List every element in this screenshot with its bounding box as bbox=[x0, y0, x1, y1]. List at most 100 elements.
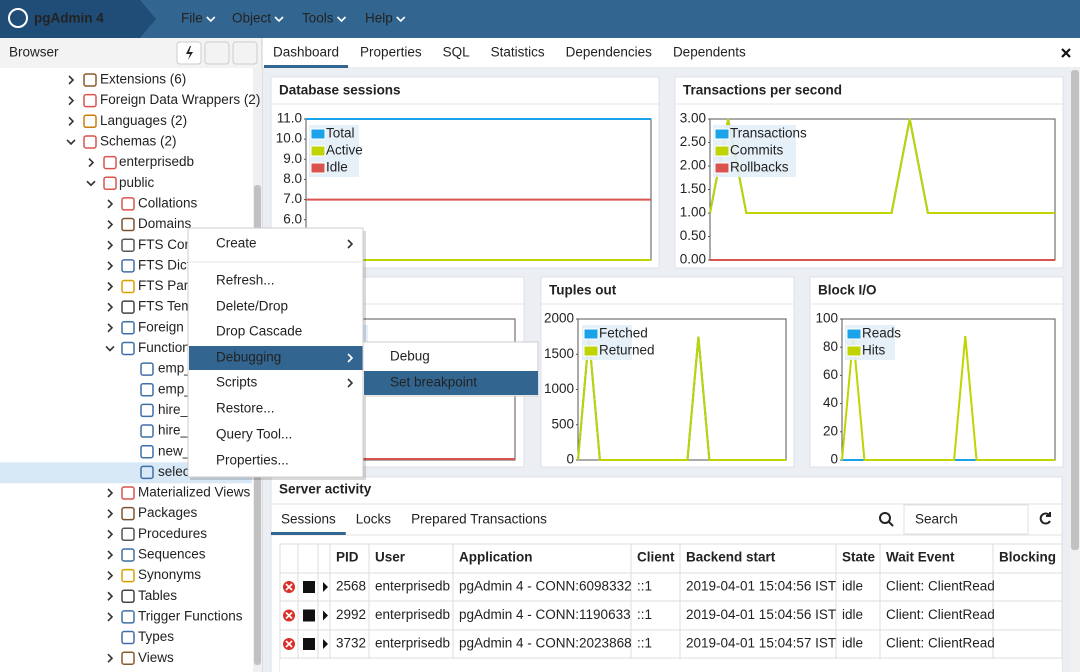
tree-icon bbox=[121, 197, 135, 211]
tree-item[interactable]: new_ bbox=[158, 443, 191, 458]
tree-item[interactable]: FTS Tem bbox=[138, 299, 193, 314]
tree-icon bbox=[121, 548, 135, 562]
tree-icon bbox=[103, 155, 117, 170]
expand-icon[interactable] bbox=[323, 610, 328, 621]
menu-item[interactable]: Delete/Drop bbox=[216, 299, 288, 314]
tab[interactable]: Dependents bbox=[673, 45, 746, 60]
menu-item[interactable]: File bbox=[181, 11, 203, 26]
table-cell: ::1 bbox=[637, 579, 652, 594]
tree-item[interactable]: Schemas (2) bbox=[100, 134, 177, 149]
tree-icon bbox=[121, 321, 135, 335]
tree-item[interactable]: Types bbox=[138, 629, 174, 644]
tree-item[interactable]: enterprisedb bbox=[119, 154, 194, 169]
chevron bbox=[107, 323, 114, 333]
activity-tab[interactable]: Sessions bbox=[281, 512, 336, 527]
chevron bbox=[347, 353, 354, 363]
chevron bbox=[347, 239, 354, 249]
menu-item[interactable]: Refresh... bbox=[216, 273, 275, 288]
table-header bbox=[280, 544, 1062, 573]
tree-item[interactable]: hire_ bbox=[158, 402, 189, 417]
chevron bbox=[107, 509, 114, 519]
tree-item[interactable]: Views bbox=[138, 650, 174, 665]
y-tick-label: 20 bbox=[823, 423, 838, 438]
tree-item[interactable]: Extensions (6) bbox=[100, 72, 186, 87]
table-cell: Client: ClientRead bbox=[886, 607, 995, 622]
tab[interactable]: Properties bbox=[360, 45, 422, 60]
legend-label: Total bbox=[326, 126, 355, 141]
tree-icon bbox=[121, 238, 135, 252]
menu-item[interactable]: Properties... bbox=[216, 453, 289, 468]
tree-item[interactable]: Function bbox=[138, 340, 190, 355]
menu-item[interactable]: Tools bbox=[302, 11, 334, 26]
submenu-item[interactable]: Set breakpoint bbox=[390, 375, 477, 390]
table-cell: enterprisedb bbox=[375, 579, 450, 594]
toolbar-button[interactable] bbox=[232, 41, 258, 65]
chevron bbox=[396, 16, 406, 23]
lightning-icon bbox=[186, 46, 193, 60]
terminate-icon[interactable] bbox=[303, 638, 315, 650]
legend-swatch bbox=[714, 128, 730, 140]
chevron bbox=[107, 591, 114, 601]
menu-item[interactable]: Object bbox=[232, 11, 271, 26]
tree-item[interactable]: emp_ bbox=[158, 361, 192, 376]
terminate-icon[interactable] bbox=[303, 581, 315, 593]
tab[interactable]: Dashboard bbox=[273, 45, 339, 60]
y-tick-label: 2.50 bbox=[680, 134, 706, 149]
menu-item[interactable]: Help bbox=[365, 11, 393, 26]
chevron bbox=[105, 345, 115, 352]
tree-item[interactable]: Tables bbox=[138, 588, 177, 603]
menu-item[interactable]: Restore... bbox=[216, 401, 275, 416]
legend-swatch bbox=[714, 145, 730, 157]
tab[interactable]: Statistics bbox=[491, 45, 545, 60]
toolbar-button[interactable] bbox=[204, 41, 230, 65]
cancel-x bbox=[285, 583, 293, 591]
tree-item[interactable]: Synonyms bbox=[138, 567, 201, 582]
tree-item[interactable]: Languages (2) bbox=[100, 113, 187, 128]
y-tick-label: 80 bbox=[823, 339, 838, 354]
tree-item[interactable]: Foreign T bbox=[138, 319, 196, 334]
tree-item[interactable]: Trigger Functions bbox=[138, 608, 243, 623]
tree-item[interactable]: hire_s bbox=[158, 423, 195, 438]
table-cell: idle bbox=[842, 579, 863, 594]
menu-item[interactable]: Drop Cascade bbox=[216, 324, 302, 339]
tree-item[interactable]: FTS Pars bbox=[138, 278, 195, 293]
tree-item[interactable]: Materialized Views bbox=[138, 485, 251, 500]
series-line bbox=[709, 118, 1055, 214]
y-tick-label: 0.50 bbox=[680, 228, 706, 243]
legend-label: Active bbox=[326, 143, 363, 158]
tree-item[interactable]: emp_ bbox=[158, 381, 192, 396]
chevron bbox=[107, 550, 114, 560]
tab[interactable]: Dependencies bbox=[566, 45, 653, 60]
search-box[interactable] bbox=[903, 504, 1029, 535]
tree-item[interactable]: selec bbox=[158, 464, 190, 479]
menu-item[interactable]: Query Tool... bbox=[216, 427, 292, 442]
chevron bbox=[274, 16, 284, 23]
table-cell: 2019-04-01 15:04:56 IST bbox=[686, 607, 836, 622]
y-tick-label: 500 bbox=[551, 416, 574, 431]
tree-icon bbox=[140, 403, 154, 418]
tree-item[interactable]: FTS Conf bbox=[138, 237, 196, 252]
activity-tab[interactable]: Prepared Transactions bbox=[411, 512, 547, 527]
legend-swatch bbox=[583, 328, 599, 340]
menu-item[interactable]: Debugging bbox=[216, 350, 281, 365]
tab-bar bbox=[262, 38, 1080, 68]
tab[interactable]: SQL bbox=[443, 45, 471, 60]
tree-item[interactable]: Packages bbox=[138, 505, 198, 520]
expand-icon[interactable] bbox=[323, 639, 328, 649]
close-icon[interactable] bbox=[1061, 48, 1071, 58]
tree-item[interactable]: Foreign Data Wrappers (2) bbox=[100, 92, 260, 107]
tree-item[interactable]: FTS Dicti bbox=[138, 257, 194, 272]
refresh-icon[interactable] bbox=[1039, 512, 1051, 525]
expand-icon[interactable] bbox=[323, 582, 328, 592]
tree-item[interactable]: Procedures bbox=[138, 526, 207, 541]
menu-item[interactable]: Create bbox=[216, 236, 257, 251]
tree-item[interactable]: public bbox=[119, 175, 155, 190]
activity-tab[interactable]: Locks bbox=[356, 512, 392, 527]
tree-item[interactable]: Sequences bbox=[138, 547, 206, 562]
menu-item[interactable]: Scripts bbox=[216, 375, 258, 390]
submenu-item[interactable]: Debug bbox=[390, 349, 430, 364]
tree-icon bbox=[121, 651, 135, 665]
tree-item[interactable]: Domains bbox=[138, 216, 192, 231]
terminate-icon[interactable] bbox=[303, 609, 315, 622]
tree-item[interactable]: Collations bbox=[138, 195, 198, 210]
